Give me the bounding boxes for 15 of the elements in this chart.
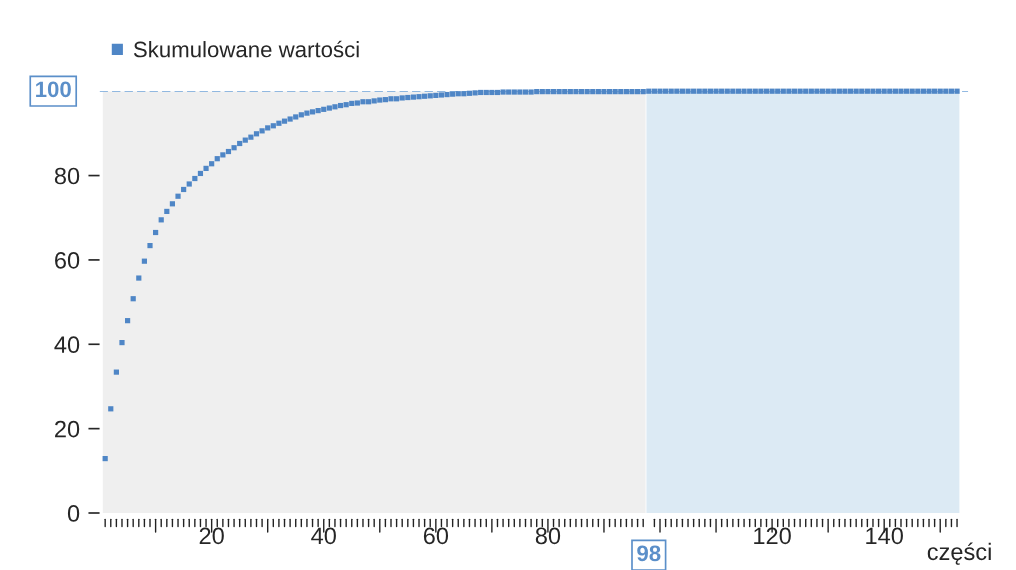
band-label: 98 <box>637 545 661 562</box>
x-tick-label: 140 <box>866 527 903 545</box>
x-tick-label: 80 <box>535 527 561 545</box>
y-tick-label: 0 <box>67 505 80 522</box>
y-tick-label: 80 <box>54 167 80 185</box>
ref-line-label: 100 <box>36 81 71 98</box>
x-tick-label: 20 <box>199 527 224 545</box>
x-tick-label: 40 <box>311 527 336 545</box>
x-tick-label: 120 <box>754 527 791 545</box>
y-tick-label: 60 <box>55 251 80 269</box>
legend-label: Skumulowane wartości <box>133 40 359 58</box>
y-tick-label: 20 <box>55 420 80 438</box>
y-tick-label: 40 <box>54 336 80 354</box>
x-tick-label: 60 <box>423 527 449 545</box>
x-axis-title: części <box>927 542 991 565</box>
